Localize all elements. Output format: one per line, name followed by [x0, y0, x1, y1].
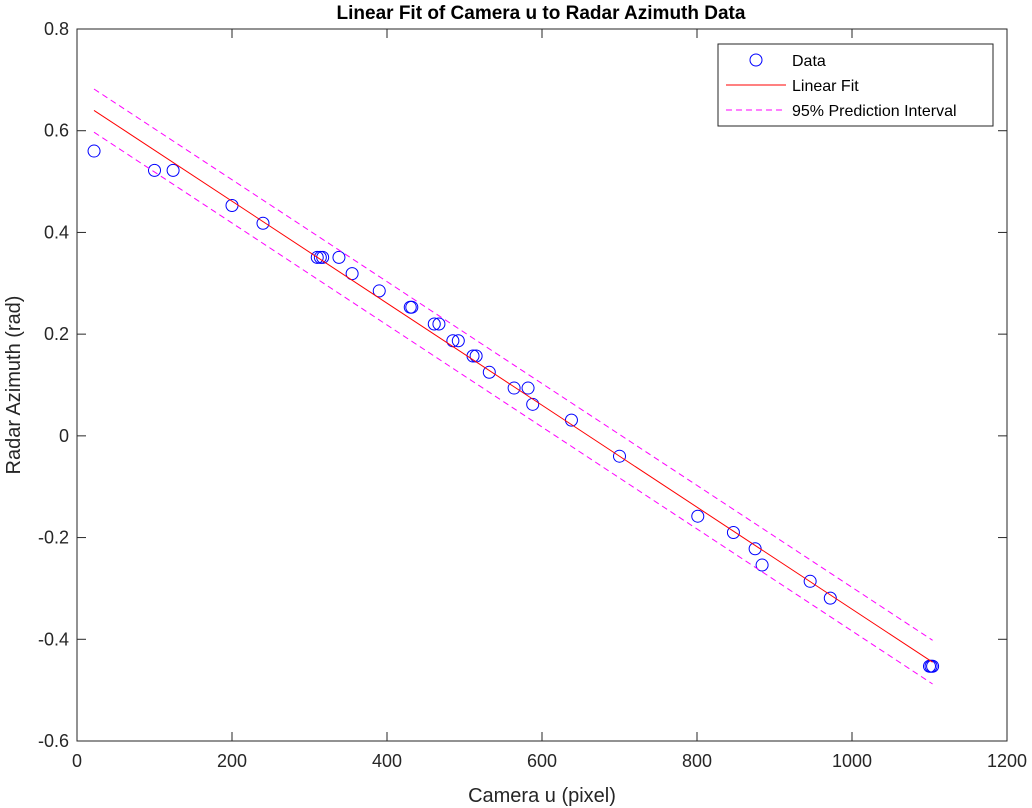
data-point	[451, 334, 465, 348]
plot-area	[76, 28, 1008, 742]
y-tick-label: 0	[59, 426, 69, 446]
y-tick-label: -0.4	[38, 629, 69, 649]
data-point	[748, 542, 762, 556]
x-tick-label: 1200	[987, 751, 1027, 771]
data-point	[926, 659, 940, 673]
legend-data-marker	[749, 53, 763, 67]
x-tick-label: 0	[72, 751, 82, 771]
data-point	[87, 144, 101, 158]
data-point	[803, 574, 817, 588]
data-point	[526, 397, 540, 411]
data-point	[521, 381, 535, 395]
y-tick-label: 0.8	[44, 19, 69, 39]
data-point	[691, 509, 705, 523]
data-point	[372, 284, 386, 298]
data-point	[166, 163, 180, 177]
data-point	[332, 250, 346, 264]
x-axis-label: Camera u (pixel)	[468, 785, 616, 807]
x-tick-label: 200	[217, 751, 247, 771]
legend-box	[717, 43, 994, 127]
data-point	[755, 558, 769, 572]
y-tick-label: 0.6	[44, 121, 69, 141]
x-tick-label: 800	[682, 751, 712, 771]
fit-line	[93, 109, 933, 663]
prediction-interval-line	[93, 131, 933, 685]
data-point	[148, 163, 161, 177]
series-layer	[87, 88, 940, 685]
y-tick-label: 0.2	[44, 324, 69, 344]
legend-label-interval: 95% Prediction Interval	[792, 103, 957, 120]
legend-label-data: Data	[792, 53, 826, 70]
data-point	[823, 591, 837, 605]
data-point	[310, 250, 324, 264]
data-point	[482, 365, 496, 379]
data-point	[345, 267, 359, 281]
data-point	[432, 317, 446, 331]
tick-layer: 0 200 400 600 800 1000 1200 -0.6 -0.4 -0.2 0 0.2 0.4…	[38, 19, 1027, 771]
y-tick-label: -0.2	[38, 528, 69, 548]
chart-title: Linear Fit of Camera u to Radar Azimuth …	[337, 3, 746, 24]
legend: Data Linear Fit 95% Prediction Interval	[717, 43, 994, 127]
data-point	[405, 300, 419, 314]
data-point	[507, 381, 521, 395]
y-tick-label: -0.6	[38, 731, 69, 751]
data-point	[613, 449, 626, 463]
y-tick-label: 0.4	[44, 222, 69, 242]
data-point	[427, 317, 441, 331]
x-tick-label: 400	[372, 751, 402, 771]
data-point	[726, 525, 740, 539]
x-tick-label: 600	[527, 751, 557, 771]
data-point	[256, 216, 270, 230]
x-tick-label: 1000	[832, 751, 872, 771]
y-axis-label: Radar Azimuth (rad)	[3, 296, 25, 475]
prediction-interval-line	[93, 88, 933, 641]
legend-label-fit: Linear Fit	[792, 78, 859, 95]
